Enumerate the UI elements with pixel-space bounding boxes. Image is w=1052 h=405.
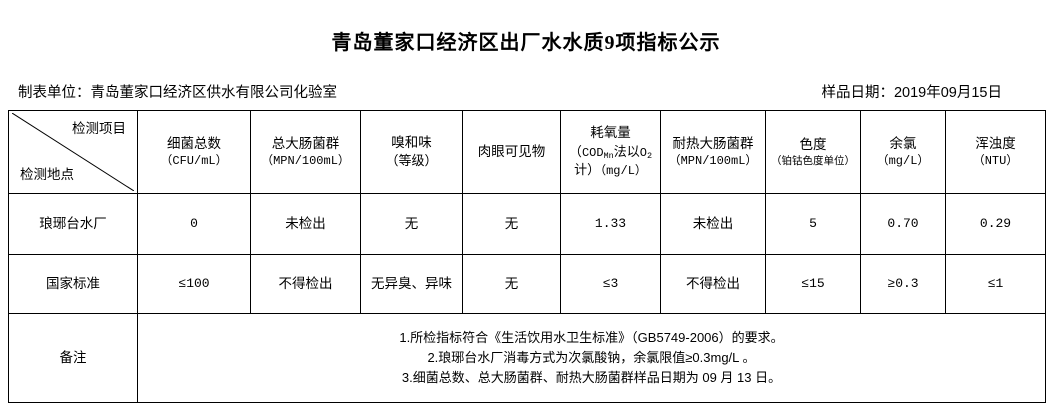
column-header-visible-matter: 肉眼可见物 (462, 110, 561, 194)
remarks-label: 备注 (8, 313, 138, 403)
column-header-turbidity: 浑浊度 （NTU） (945, 110, 1046, 194)
remark-line: 2.琅琊台水厂消毒方式为次氯酸钠，余氯限值≥0.3mg/L 。 (427, 349, 756, 365)
cell-residual-chlorine: ≥0.3 (860, 254, 946, 314)
column-header-oxygen-consumption: 耗氧量 （CODMn法以O2 计）（mg/L） (560, 110, 661, 194)
header-corner-location-label: 检测地点 (20, 166, 74, 182)
cell-thermotolerant-coliform: 未检出 (660, 193, 766, 255)
column-header-unit: （MPN/100mL） (261, 154, 350, 169)
water-quality-table: 检测项目 检测地点 细菌总数 （CFU/mL） 总大肠菌群 （MPN/100mL… (8, 110, 1046, 403)
table-header-row: 检测项目 检测地点 细菌总数 （CFU/mL） 总大肠菌群 （MPN/100mL… (8, 110, 1046, 194)
remark-line: 1.所检指标符合《生活饮用水卫生标准》（GB5749-2006）的要求。 (399, 329, 784, 345)
column-header-name: 耐热大肠菌群 (672, 135, 754, 151)
column-header-unit: （CODMn法以O2 计）（mg/L） (568, 143, 653, 179)
table-remarks-row: 备注 1.所检指标符合《生活饮用水卫生标准》（GB5749-2006）的要求。 … (8, 313, 1046, 403)
column-header-unit: （铂钴色度单位） (771, 155, 855, 168)
column-header-total-coliform: 总大肠菌群 （MPN/100mL） (250, 110, 361, 194)
cell-total-coliform: 不得检出 (250, 254, 361, 314)
remarks-body: 1.所检指标符合《生活饮用水卫生标准》（GB5749-2006）的要求。 2.琅… (137, 313, 1046, 403)
document-meta: 制表单位：青岛董家口经济区供水有限公司化验室 样品日期：2019年09月15日 (0, 55, 1052, 110)
cell-visible-matter: 无 (462, 254, 561, 314)
column-header-name: 色度 (799, 136, 827, 152)
column-header-name: 浑浊度 (975, 135, 1016, 151)
cell-thermotolerant-coliform: 不得检出 (660, 254, 766, 314)
column-header-unit: （等级） (385, 153, 438, 169)
column-header-name: 嗅和味 (391, 135, 432, 151)
column-header-bacteria-count: 细菌总数 （CFU/mL） (137, 110, 251, 194)
header-corner-cell: 检测项目 检测地点 (8, 110, 138, 194)
table-row: 国家标准 ≤100 不得检出 无异臭、异味 无 ≤3 不得检出 ≤15 ≥0.3… (8, 254, 1046, 314)
cell-odor-taste: 无异臭、异味 (360, 254, 463, 314)
cell-turbidity: ≤1 (945, 254, 1046, 314)
column-header-name: 总大肠菌群 (271, 135, 340, 151)
column-header-unit: （NTU） (972, 154, 1019, 169)
cell-oxygen-consumption: 1.33 (560, 193, 661, 255)
column-header-unit: （MPN/100mL） (668, 154, 758, 169)
column-header-residual-chlorine: 余氯 （mg/L） (860, 110, 946, 194)
row-label-plant: 琅琊台水厂 (8, 193, 138, 255)
cell-residual-chlorine: 0.70 (860, 193, 946, 255)
cell-bacteria-count: ≤100 (137, 254, 251, 314)
column-header-name: 耗氧量 (590, 125, 631, 141)
column-header-odor-taste: 嗅和味 （等级） (360, 110, 463, 194)
cell-total-coliform: 未检出 (250, 193, 361, 255)
sample-date-label: 样品日期：2019年09月15日 (821, 85, 1002, 101)
column-header-unit: （mg/L） (876, 154, 930, 169)
column-header-chromaticity: 色度 （铂钴色度单位） (765, 110, 861, 194)
column-header-unit: （CFU/mL） (160, 154, 228, 169)
cell-chromaticity: ≤15 (765, 254, 861, 314)
remark-line: 3.细菌总数、总大肠菌群、耐热大肠菌群样品日期为 09 月 13 日。 (401, 370, 782, 386)
diagonal-divider-icon (12, 113, 134, 191)
column-header-name: 细菌总数 (167, 135, 221, 151)
row-label-national-standard: 国家标准 (8, 254, 138, 314)
cell-turbidity: 0.29 (945, 193, 1046, 255)
cell-odor-taste: 无 (360, 193, 463, 255)
column-header-name: 余氯 (889, 135, 917, 151)
cell-chromaticity: 5 (765, 193, 861, 255)
cell-visible-matter: 无 (462, 193, 561, 255)
prepared-by-label: 制表单位：青岛董家口经济区供水有限公司化验室 (18, 85, 337, 101)
header-corner-item-label: 检测项目 (72, 121, 126, 136)
page-title: 青岛董家口经济区出厂水水质9项指标公示 (331, 32, 721, 54)
column-header-thermotolerant-coliform: 耐热大肠菌群 （MPN/100mL） (660, 110, 766, 194)
column-header-name: 肉眼可见物 (477, 143, 546, 159)
table-row: 琅琊台水厂 0 未检出 无 无 1.33 未检出 5 0.70 0.29 (8, 193, 1046, 255)
cell-oxygen-consumption: ≤3 (560, 254, 661, 314)
cell-bacteria-count: 0 (137, 193, 251, 255)
